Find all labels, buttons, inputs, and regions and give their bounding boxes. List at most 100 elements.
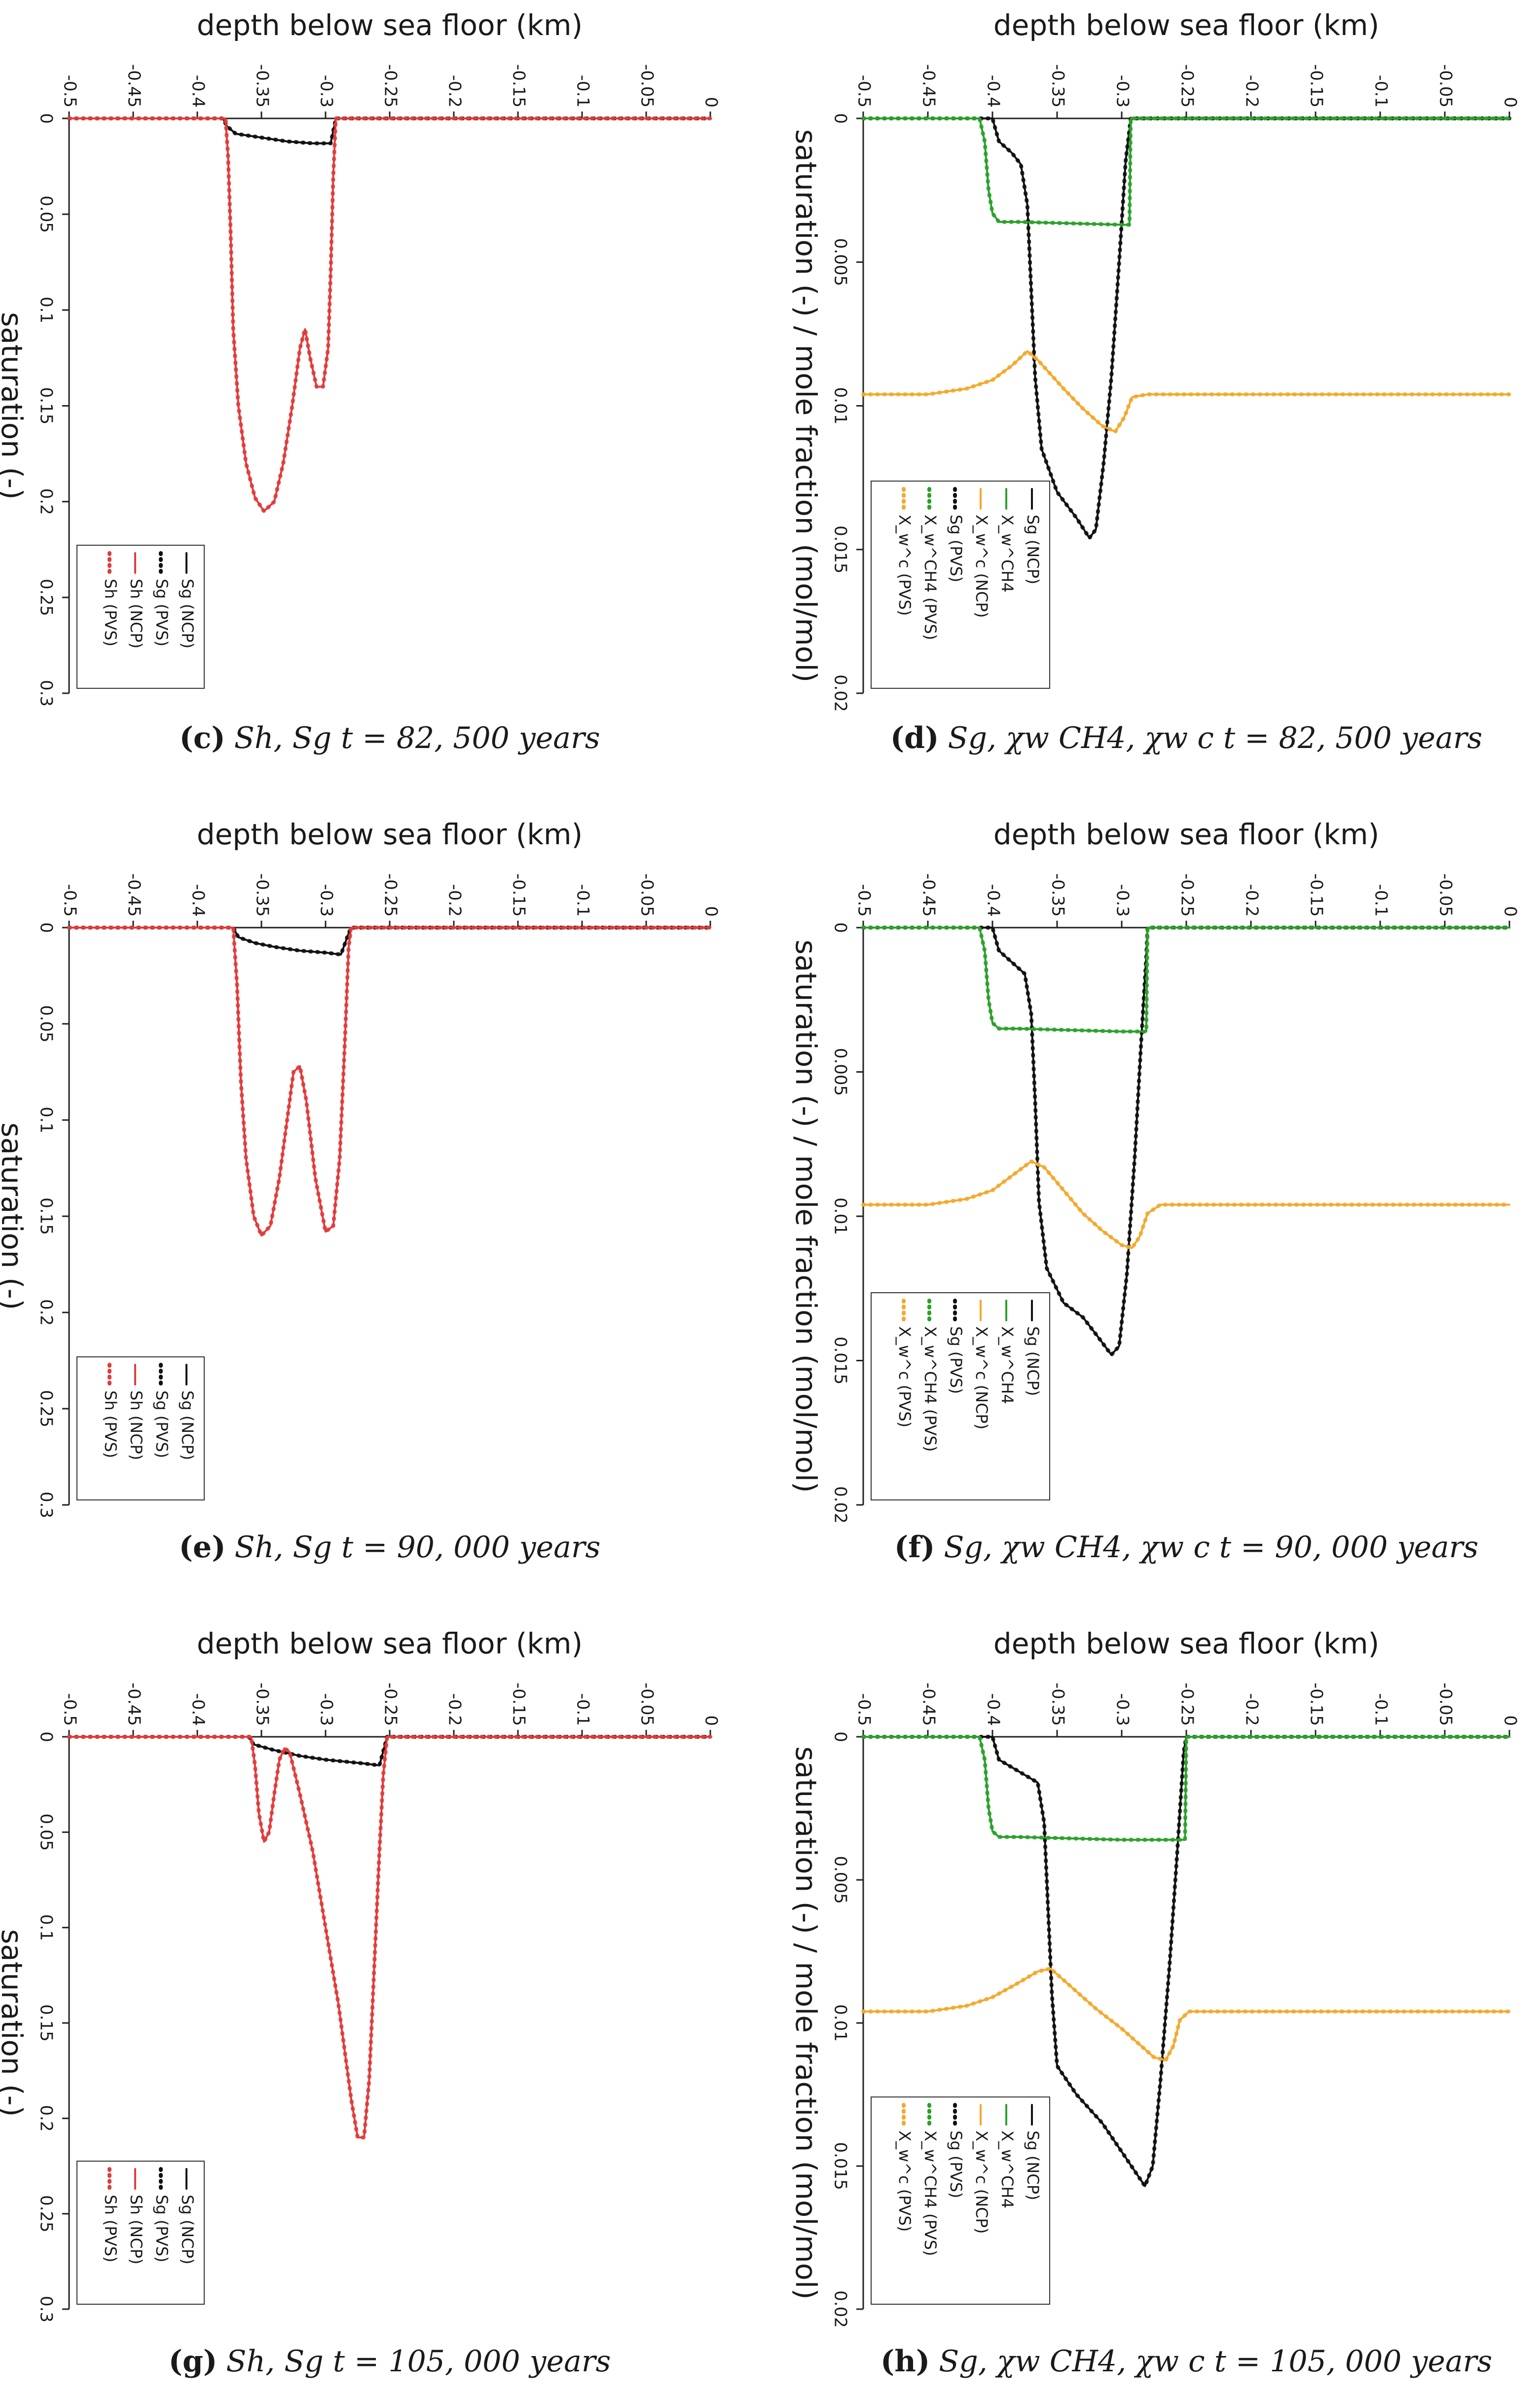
x-tick-label: -0.5	[60, 75, 80, 108]
panel-g: -0.5 -0.45 -0.4 -0.35 -0.3 -0.25 -0.2 -0.15 -0.1…	[0, 1627, 721, 2378]
y-tick-label: 0	[831, 113, 850, 124]
legend-label: X_w^CH4 (PVS)	[921, 2131, 940, 2256]
y-ticks: 0 0.005 0.01 0.015 0.02	[831, 113, 863, 712]
series-line-6	[861, 1966, 1511, 2062]
legend-label: Sg (NCP)	[178, 579, 197, 648]
x-tick-label: -0.3	[317, 1693, 336, 1726]
x-tick-label: -0.45	[919, 873, 939, 917]
series-line-2	[67, 116, 712, 146]
x-tick-label: -0.1	[573, 884, 593, 917]
y-tick-label: 0.01	[831, 1198, 850, 1235]
x-tick-label: -0.1	[1371, 1693, 1391, 1726]
legend-label: Sg (NCP)	[178, 2195, 197, 2264]
series-line-2	[67, 926, 712, 957]
x-tick-label: 0	[1501, 906, 1520, 917]
legend-label: X_w^c (PVS)	[895, 1326, 914, 1427]
caption-letter: (c)	[179, 721, 225, 755]
x-tick-label: -0.5	[854, 1693, 874, 1726]
y-tick-label: 0.2	[37, 1299, 56, 1326]
x-tick-label: -0.45	[919, 64, 939, 108]
legend-label: Sg (PVS)	[947, 1326, 965, 1394]
legend-label: Sh (PVS)	[101, 579, 120, 646]
y-tick-label: 0.25	[37, 1390, 56, 1427]
legend-box	[76, 2161, 205, 2305]
legend-label: Sg (PVS)	[152, 2195, 171, 2262]
legend-label: Sh (NCP)	[127, 1390, 146, 1460]
legend-box	[871, 481, 1050, 689]
panel-c: -0.5 -0.45 -0.4 -0.35 -0.3 -0.25 -0.2 -0.15 -0.1…	[0, 8, 721, 755]
legend: Sg (NCP) X_w^CH4 X_w^c (NCP) Sg (PVS) X_w^CH…	[871, 481, 1050, 689]
y-tick-label: 0	[37, 1731, 56, 1742]
x-tick-label: -0.5	[854, 884, 874, 917]
legend: Sg (NCP) Sg (PVS) Sh (NCP) Sh (PVS)	[76, 1356, 205, 1500]
legend-label: Sg (PVS)	[947, 515, 965, 582]
x-tick-label: -0.35	[253, 64, 272, 108]
x-tick-label: -0.05	[637, 1683, 657, 1726]
y-tick-label: 0.01	[831, 2004, 850, 2042]
x-tick-label: -0.2	[1242, 884, 1262, 917]
legend-label: Sg (NCP)	[1024, 515, 1042, 584]
y-tick-label: 0.05	[37, 1813, 56, 1851]
legend-box	[76, 545, 205, 689]
panel-caption: (c) Sh, Sg t = 82, 500 years	[179, 721, 600, 755]
x-tick-label: -0.15	[509, 1683, 529, 1726]
y-axis-title: saturation (-) / mole fraction (mol/mol)	[789, 939, 823, 1493]
series-line-4	[67, 1735, 712, 2139]
y-axis-title: saturation (-) / mole fraction (mol/mol)	[789, 1746, 823, 2299]
series-group	[67, 1735, 712, 2139]
x-tick-label: -0.35	[253, 873, 272, 917]
series-line-2	[861, 116, 1511, 540]
series-line-3	[68, 117, 711, 513]
x-tick-label: -0.4	[984, 75, 1003, 108]
x-tick-label: -0.25	[1177, 873, 1197, 917]
y-axis-title: saturation (-)	[0, 1929, 29, 2117]
y-tick-label: 0.25	[37, 2195, 56, 2233]
series-line-1	[862, 927, 1510, 1356]
series-line-6	[861, 1159, 1511, 1250]
x-tick-label: -0.4	[188, 1693, 208, 1726]
y-tick-label: 0.05	[37, 1005, 56, 1043]
legend: Sg (NCP) Sg (PVS) Sh (NCP) Sh (PVS)	[76, 545, 205, 689]
series-line-1	[862, 117, 1510, 539]
series-line-6	[861, 349, 1511, 434]
x-tick-label: -0.5	[854, 75, 874, 108]
legend-label: Sg (PVS)	[152, 1390, 171, 1458]
legend-label: Sh (PVS)	[101, 1390, 120, 1458]
y-tick-label: 0.1	[37, 1914, 56, 1941]
series-group	[67, 116, 712, 514]
x-tick-label: -0.3	[317, 75, 336, 108]
caption-text: Sh, Sg t = 90, 000 years	[235, 1530, 601, 1565]
series-line-4	[861, 1735, 1511, 1842]
y-ticks: 0 0.05 0.1 0.15 0.2 0.25 0.3	[37, 113, 69, 707]
legend-label: X_w^CH4	[998, 1326, 1017, 1404]
x-tick-label: -0.2	[445, 1693, 465, 1726]
series-group	[861, 116, 1511, 540]
caption-text: Sh, Sg t = 82, 500 years	[234, 721, 600, 755]
y-tick-label: 0.02	[831, 674, 850, 712]
y-tick-label: 0.15	[37, 387, 56, 425]
series-line-2	[861, 1735, 1511, 2188]
x-tick-label: -0.15	[509, 64, 529, 108]
y-ticks: 0 0.05 0.1 0.15 0.2 0.25 0.3	[37, 1731, 69, 2322]
legend-label: X_w^CH4 (PVS)	[921, 1326, 940, 1452]
legend-label: Sg (NCP)	[178, 1390, 197, 1460]
legend-box	[76, 1356, 205, 1500]
x-tick-label: 0	[701, 97, 721, 108]
y-tick-label: 0.15	[37, 1198, 56, 1235]
x-tick-label: -0.45	[919, 1683, 939, 1726]
x-tick-label: -0.45	[124, 64, 144, 108]
panel-f: -0.5 -0.45 -0.4 -0.35 -0.3 -0.25 -0.2 -0.15 -0.1…	[789, 818, 1520, 1564]
x-tick-label: -0.05	[637, 873, 657, 917]
x-tick-label: -0.4	[984, 884, 1003, 917]
x-tick-label: -0.4	[188, 884, 208, 917]
x-tick-label: 0	[701, 1715, 721, 1726]
y-tick-label: 0.02	[831, 2290, 850, 2328]
series-line-3	[862, 927, 1510, 1033]
legend-box	[871, 2096, 1050, 2305]
series-line-3	[862, 117, 1510, 226]
y-tick-label: 0.005	[831, 1856, 850, 1904]
x-axis-title: depth below sea floor (km)	[993, 1627, 1379, 1660]
x-tick-label: -0.25	[381, 873, 401, 917]
legend: Sg (NCP) X_w^CH4 X_w^c (NCP) Sg (PVS) X_w^CH…	[871, 1292, 1050, 1500]
legend: Sg (NCP) Sg (PVS) Sh (NCP) Sh (PVS)	[76, 2161, 205, 2305]
